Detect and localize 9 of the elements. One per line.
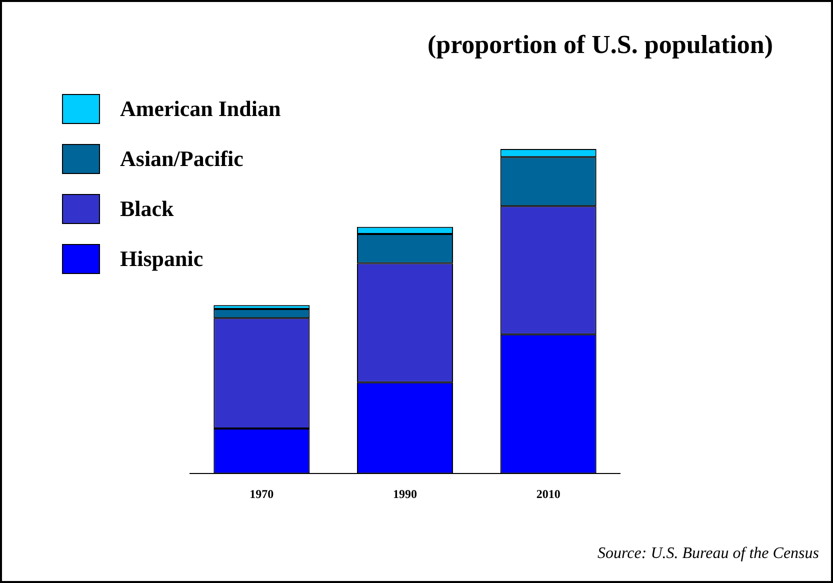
x-tick-label: 1970 — [250, 486, 274, 501]
source-note: Source: U.S. Bureau of the Census — [598, 545, 819, 563]
legend-label: Hispanic — [120, 246, 204, 272]
x-tick-label: 1990 — [393, 486, 417, 501]
legend-label: American Indian — [120, 96, 281, 122]
chart-title: (proportion of U.S. population) — [427, 30, 773, 60]
legend-label: Asian/Pacific — [120, 146, 244, 172]
legend-label: Black — [120, 196, 174, 222]
x-tick-label: 2010 — [536, 486, 560, 501]
